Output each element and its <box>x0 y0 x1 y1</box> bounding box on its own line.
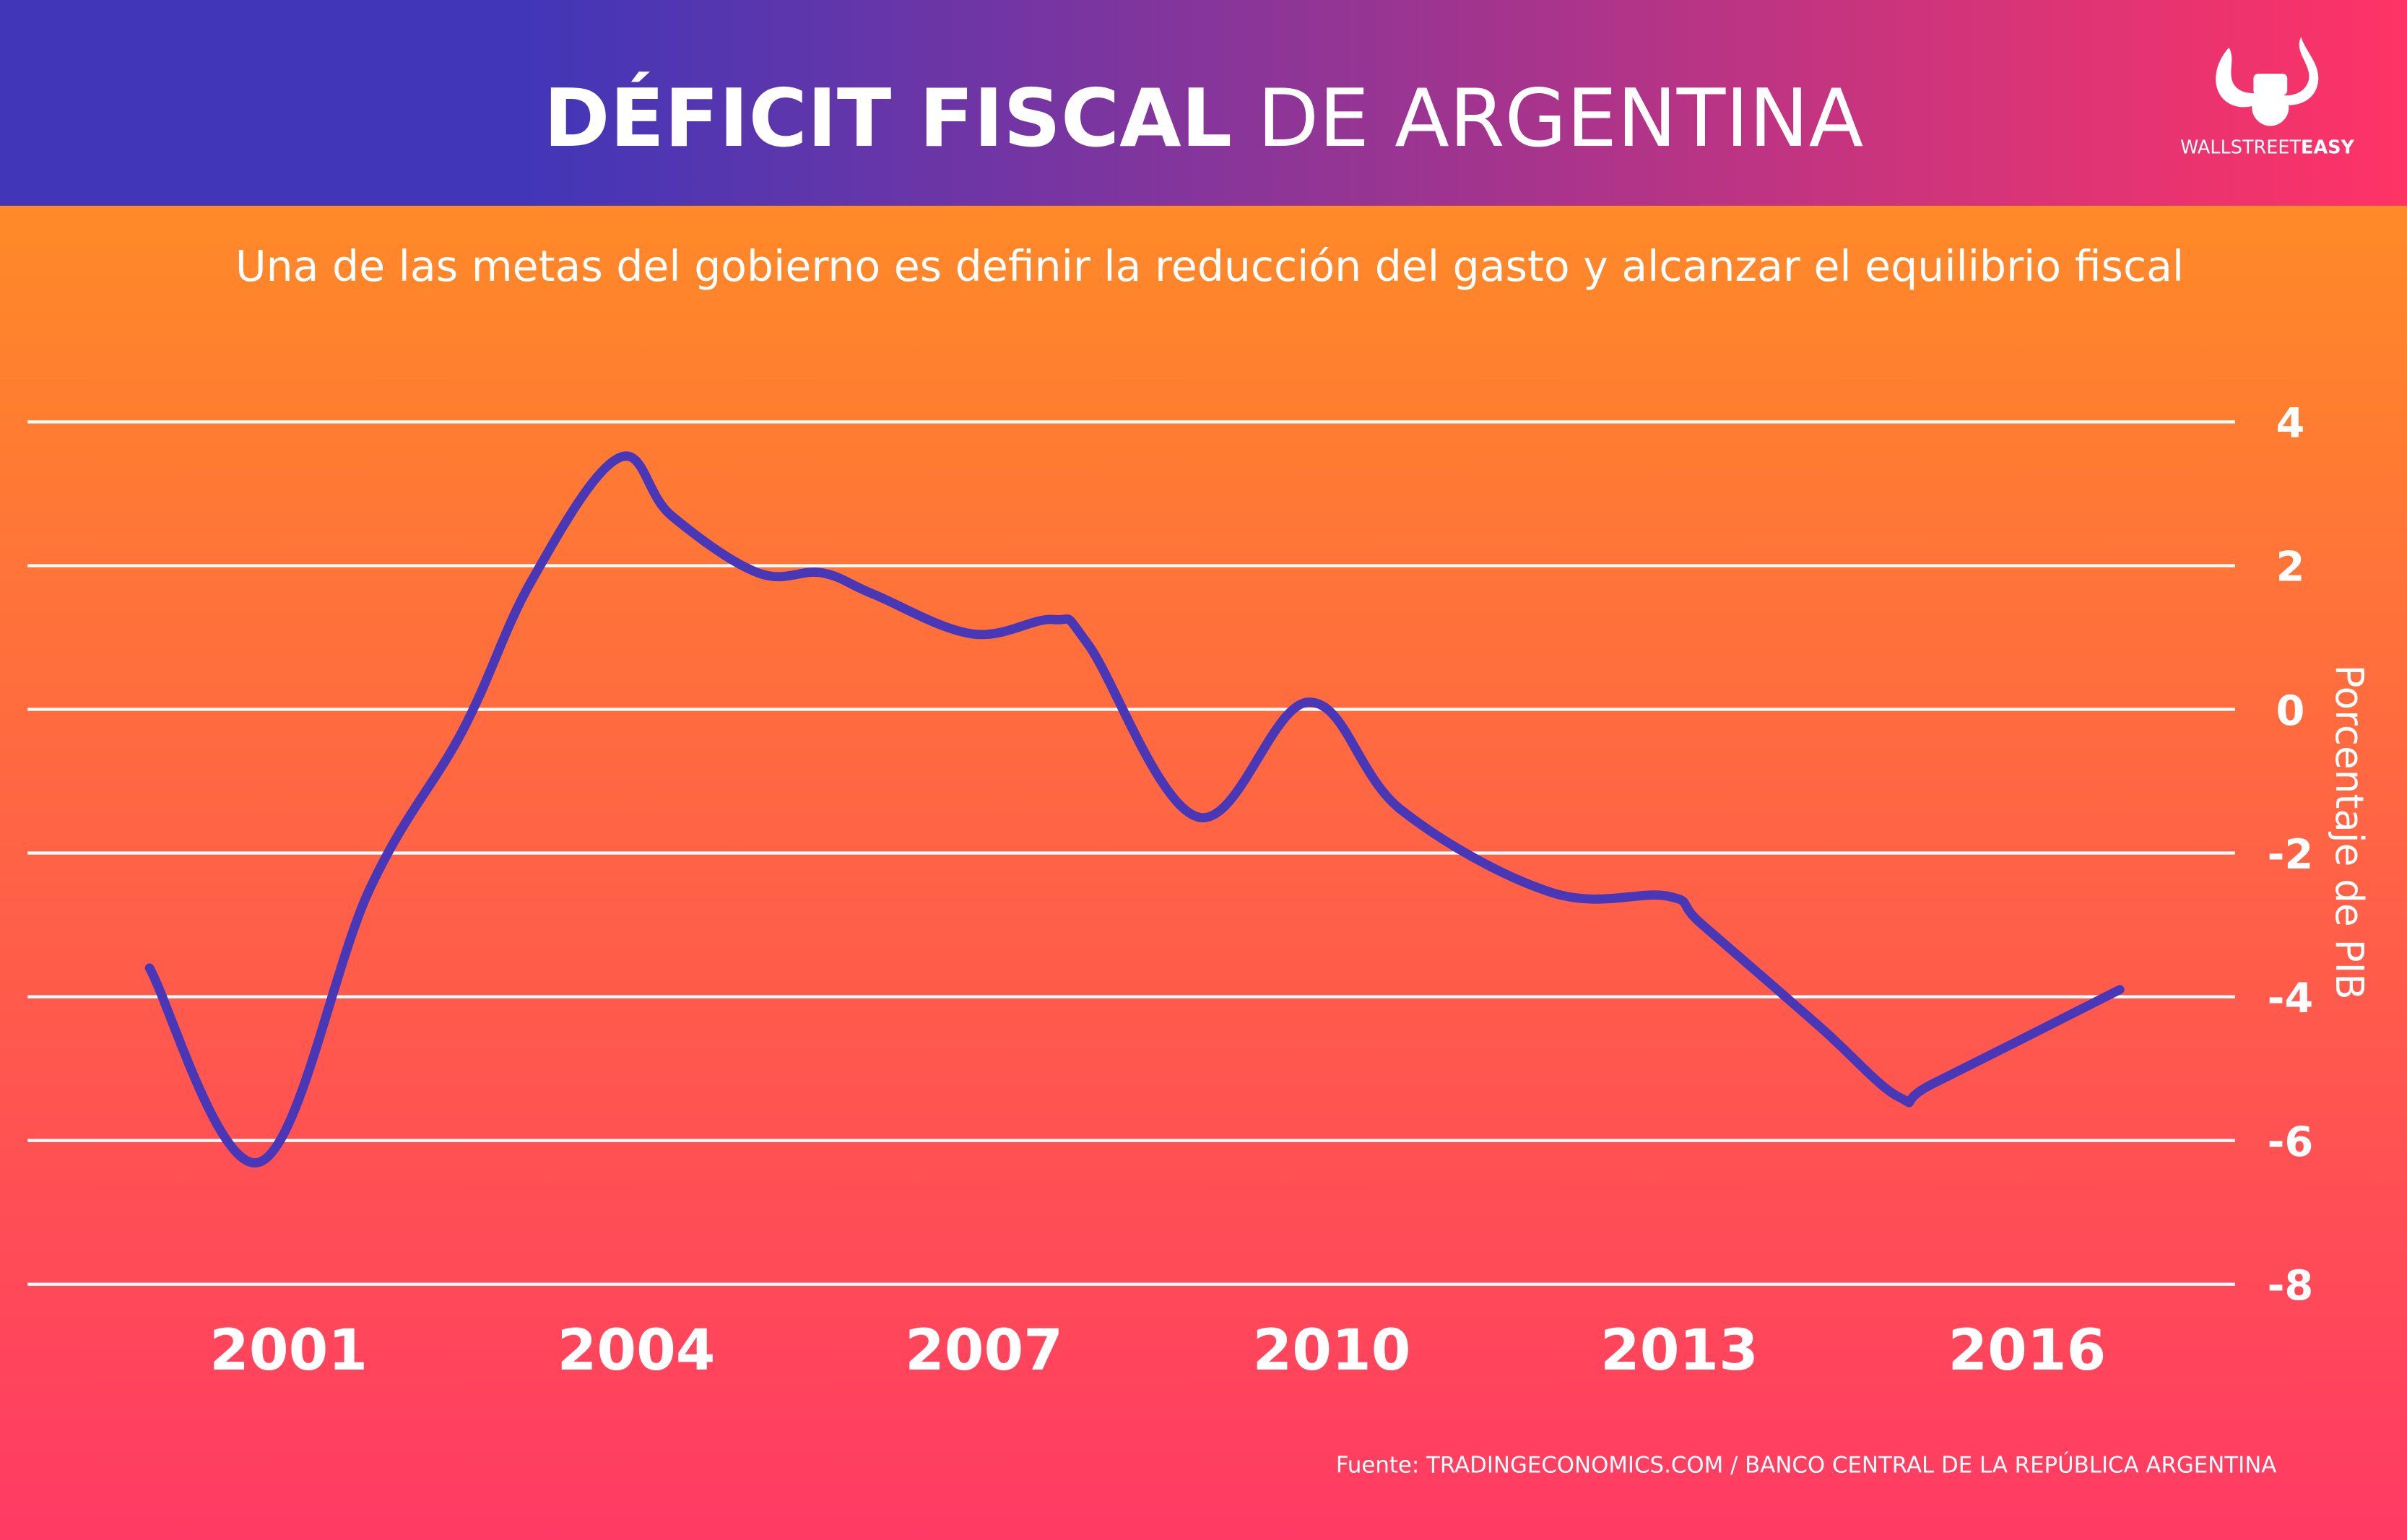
subtitle: Una de las metas del gobierno es definir… <box>235 242 2184 291</box>
data-point <box>869 590 879 599</box>
x-tick-label: 2001 <box>209 1317 368 1383</box>
data-point <box>1814 1021 1823 1030</box>
data-point <box>527 575 537 585</box>
data-point <box>968 630 977 639</box>
header-bar <box>0 0 2407 206</box>
logo-text: WALLSTREETEASY <box>2180 137 2354 159</box>
data-point <box>1895 1093 1904 1102</box>
page-title: DÉFICIT FISCAL DE ARGENTINA <box>544 71 1863 165</box>
y-tick-label: 4 <box>2276 399 2304 448</box>
bull-horns-fist-icon <box>2216 37 2319 126</box>
x-tick-label: 2013 <box>1600 1317 1758 1383</box>
x-tick-label: 2010 <box>1253 1317 1411 1383</box>
x-tick-label: 2016 <box>1948 1317 2106 1383</box>
series-line <box>144 451 2125 1167</box>
y-tick-label: -6 <box>2268 1118 2314 1166</box>
data-point <box>1548 888 1557 897</box>
data-point <box>1304 697 1314 707</box>
title-light: DE ARGENTINA <box>1232 72 1863 165</box>
x-tick-labels: 2001 2004 2007 2010 2013 2016 <box>209 1317 2106 1383</box>
x-tick-label: 2004 <box>558 1317 716 1383</box>
y-tick-label: 0 <box>2276 687 2304 735</box>
y-tick-labels: 4 2 0 -2 -4 -6 -8 <box>2268 399 2314 1310</box>
logo: WALLSTREETEASY <box>2180 37 2355 159</box>
title-bold: DÉFICIT FISCAL <box>544 71 1232 165</box>
data-point <box>255 1157 264 1167</box>
x-tick-label: 2007 <box>905 1317 1063 1383</box>
data-point <box>1663 892 1673 901</box>
data-point <box>1194 812 1203 822</box>
data-point <box>615 453 624 463</box>
y-tick-label: -8 <box>2268 1261 2314 1310</box>
y-tick-label: -4 <box>2268 974 2314 1022</box>
data-point <box>458 726 467 736</box>
y-axis-label: Porcentaje de PIB <box>2327 664 2372 999</box>
data-point <box>817 568 826 578</box>
gridlines <box>27 420 2235 1286</box>
source-note: Fuente: TRADINGECONOMICS.COM / BANCO CEN… <box>1336 1451 2276 1478</box>
data-point <box>2115 985 2125 994</box>
data-point <box>1397 805 1406 814</box>
data-point <box>365 884 375 894</box>
data-point <box>1084 640 1093 650</box>
data-point <box>145 963 155 973</box>
y-tick-label: -2 <box>2268 830 2314 879</box>
data-point <box>667 510 676 520</box>
y-tick-label: 2 <box>2276 543 2304 591</box>
data-point <box>753 568 763 578</box>
data-point <box>1930 1079 1939 1088</box>
data-point <box>1049 615 1058 625</box>
data-point <box>1698 921 1707 930</box>
